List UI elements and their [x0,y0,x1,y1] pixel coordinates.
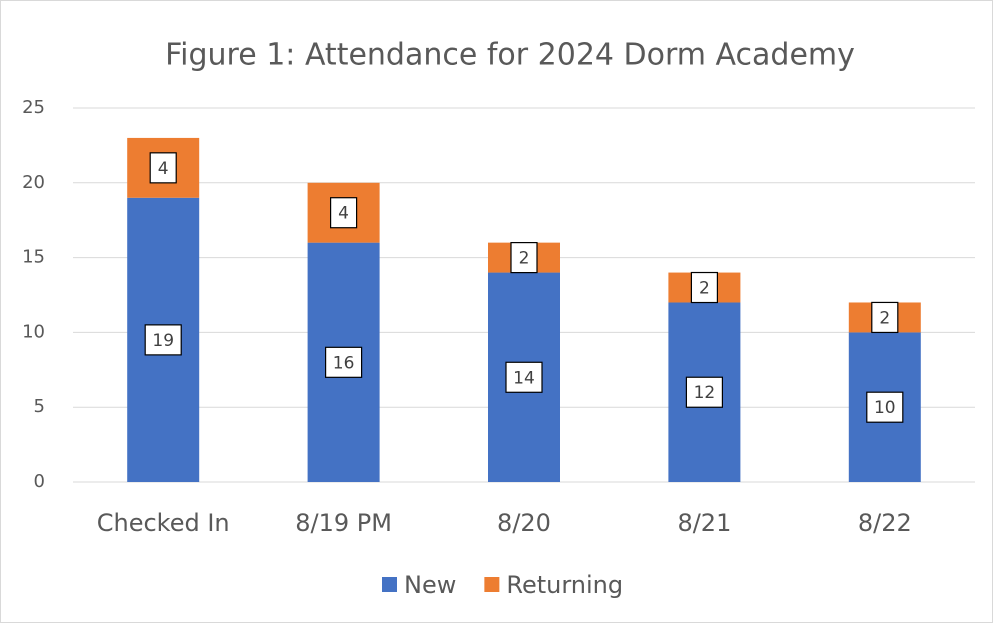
x-tick-label: 8/22 [858,509,912,537]
y-tick-label: 15 [22,247,45,268]
data-label-box [690,271,719,304]
data-label: 19 [152,331,174,351]
data-label-box [871,301,899,334]
data-label-box [510,242,538,274]
data-label: 2 [699,279,710,299]
legend-label: New [404,571,456,599]
chart-title: Figure 1: Attendance for 2024 Dorm Acade… [165,38,855,73]
y-tick-label: 25 [22,97,45,118]
y-tick-label: 5 [34,396,45,417]
data-label-box [505,361,543,393]
x-tick-label: 8/20 [497,509,551,537]
legend-swatch [382,577,397,592]
data-label: 4 [158,159,169,179]
data-label: 12 [694,383,716,403]
data-label-box [330,197,358,229]
legend-label: Returning [506,571,623,599]
data-label: 10 [874,398,896,418]
data-label: 2 [879,308,890,328]
x-tick-label: 8/21 [677,509,731,537]
legend-swatch [484,577,500,592]
x-tick-label: 8/19 PM [295,509,392,537]
x-tick-label: Checked In [97,509,230,537]
data-label: 16 [333,353,355,373]
data-label: 4 [338,204,349,224]
data-label-box [685,376,724,408]
data-label-box [144,324,182,356]
y-tick-label: 10 [22,321,45,342]
data-label: 14 [513,368,535,388]
data-label: 2 [519,249,530,269]
data-label-box [149,152,177,184]
data-label-box [325,346,363,378]
y-tick-label: 0 [34,471,45,492]
y-tick-label: 20 [22,172,45,193]
data-label-box [866,391,904,423]
